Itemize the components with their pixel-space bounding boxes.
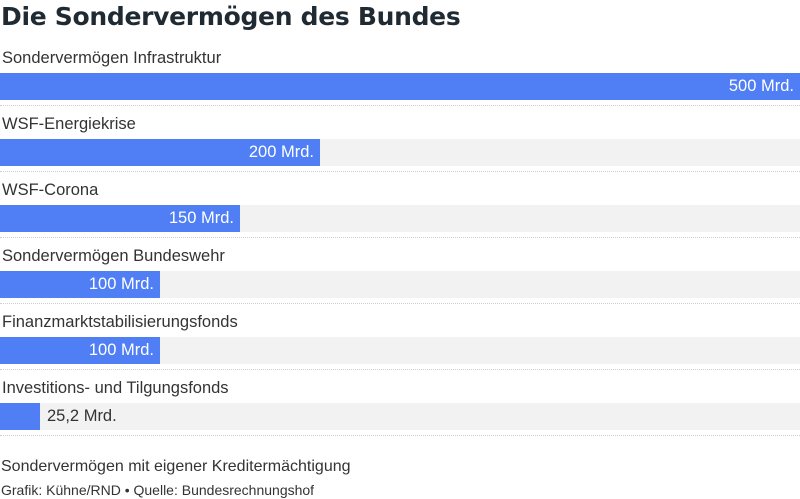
category-label: WSF-Corona <box>2 181 99 199</box>
bar-track: 25,2 Mrd. <box>0 403 800 430</box>
bar-row: Sondervermögen Infrastruktur 500 Mrd. <box>0 44 800 106</box>
category-label: Investitions- und Tilgungsfonds <box>2 379 229 397</box>
bar-track: 100 Mrd. <box>0 271 800 298</box>
category-label: Sondervermögen Infrastruktur <box>2 49 222 67</box>
bar-row: Sondervermögen Bundeswehr 100 Mrd. <box>0 242 800 304</box>
value-label: 200 Mrd. <box>248 143 314 161</box>
bar <box>0 139 320 166</box>
value-label: 150 Mrd. <box>168 209 234 227</box>
bar-track: 200 Mrd. <box>0 139 800 166</box>
bar-track: 100 Mrd. <box>0 337 800 364</box>
row-divider <box>0 303 800 304</box>
value-label: 25,2 Mrd. <box>47 407 117 425</box>
bar-row: WSF-Corona 150 Mrd. <box>0 176 800 238</box>
row-divider <box>0 237 800 238</box>
bar-row: Investitions- und Tilgungsfonds 25,2 Mrd. <box>0 374 800 436</box>
bar-row: WSF-Energiekrise 200 Mrd. <box>0 110 800 172</box>
value-label: 100 Mrd. <box>88 341 154 359</box>
chart-note: Sondervermögen mit eigener Kreditermächt… <box>1 458 351 475</box>
chart-source: Grafik: Kühne/RND • Quelle: Bundesrechnu… <box>1 482 315 498</box>
value-label: 500 Mrd. <box>728 77 794 95</box>
bar <box>0 337 160 364</box>
category-label: WSF-Energiekrise <box>2 115 136 133</box>
value-label: 100 Mrd. <box>88 275 154 293</box>
bar <box>0 271 160 298</box>
bar-row: Finanzmarktstabilisierungsfonds 100 Mrd. <box>0 308 800 370</box>
bar <box>0 73 800 100</box>
row-divider <box>0 171 800 172</box>
category-label: Sondervermögen Bundeswehr <box>2 247 225 265</box>
row-divider <box>0 105 800 106</box>
bar <box>0 403 40 430</box>
bar-track: 500 Mrd. <box>0 73 800 100</box>
bar-track: 150 Mrd. <box>0 205 800 232</box>
row-divider <box>0 369 800 370</box>
chart-title: Die Sondervermögen des Bundes <box>1 2 461 31</box>
category-label: Finanzmarktstabilisierungsfonds <box>2 313 238 331</box>
bar <box>0 205 240 232</box>
bar-chart: Sondervermögen Infrastruktur 500 Mrd. WSF-… <box>0 44 800 436</box>
row-divider <box>0 435 800 436</box>
